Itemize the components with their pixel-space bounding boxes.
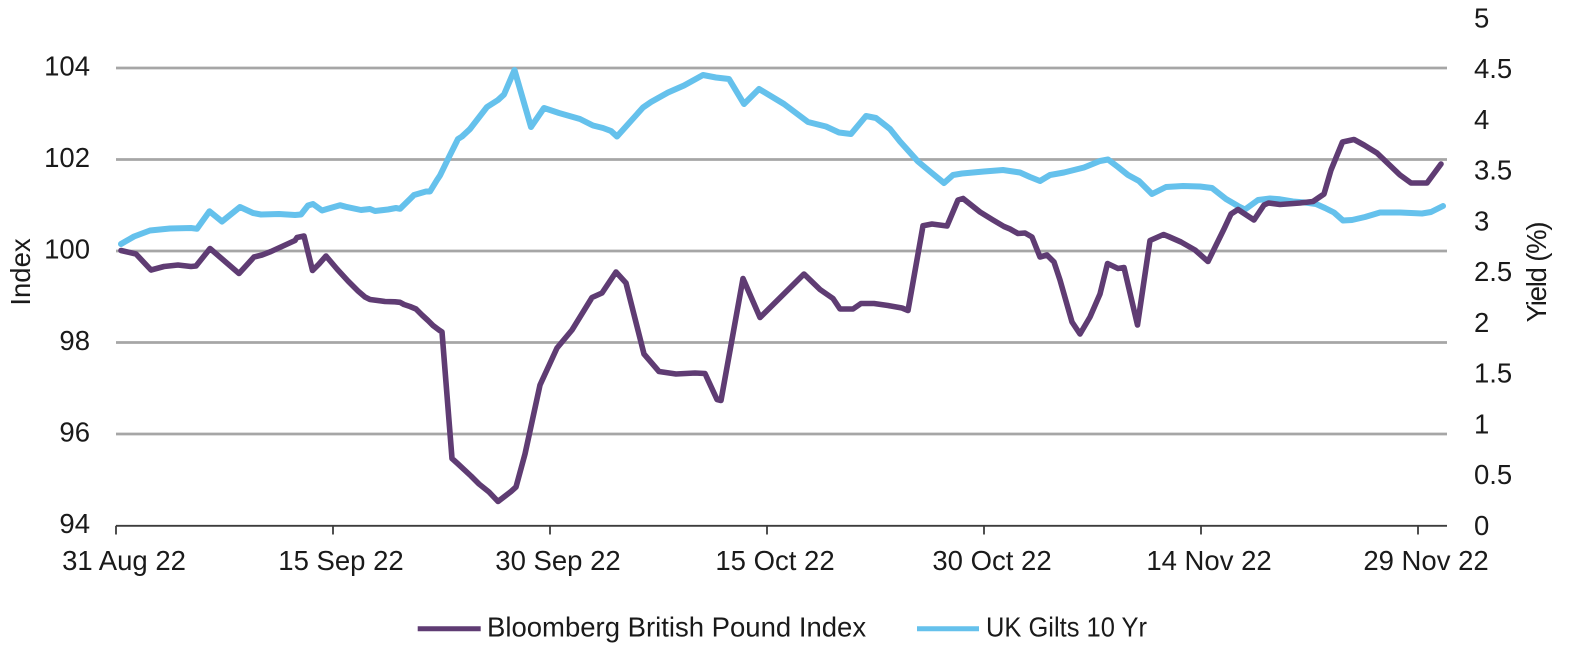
svg-text:4: 4 — [1474, 104, 1489, 135]
svg-text:94: 94 — [59, 508, 90, 539]
svg-text:102: 102 — [44, 142, 90, 173]
svg-text:Bloomberg British Pound Index: Bloomberg British Pound Index — [487, 612, 866, 643]
svg-text:3.5: 3.5 — [1474, 155, 1512, 186]
svg-text:30 Sep 22: 30 Sep 22 — [495, 545, 620, 576]
svg-text:98: 98 — [59, 325, 90, 356]
svg-text:Yield (%): Yield (%) — [1521, 223, 1552, 323]
svg-text:31 Aug 22: 31 Aug 22 — [62, 545, 186, 576]
svg-text:14 Nov 22: 14 Nov 22 — [1146, 545, 1271, 576]
svg-text:0.5: 0.5 — [1474, 459, 1512, 490]
svg-text:1: 1 — [1474, 408, 1489, 439]
svg-text:4.5: 4.5 — [1474, 53, 1512, 84]
svg-text:104: 104 — [44, 51, 90, 82]
svg-text:96: 96 — [59, 417, 90, 448]
svg-text:UK Gilts 10 Yr: UK Gilts 10 Yr — [986, 612, 1147, 643]
svg-text:0: 0 — [1474, 510, 1489, 541]
svg-text:2.5: 2.5 — [1474, 256, 1512, 287]
svg-text:Index: Index — [5, 238, 36, 306]
svg-text:5: 5 — [1474, 2, 1489, 33]
svg-text:3: 3 — [1474, 205, 1489, 236]
svg-text:100: 100 — [44, 234, 90, 265]
svg-text:2: 2 — [1474, 307, 1489, 338]
svg-text:15 Oct 22: 15 Oct 22 — [715, 545, 834, 576]
svg-text:1.5: 1.5 — [1474, 358, 1512, 389]
svg-text:29 Nov 22: 29 Nov 22 — [1363, 545, 1488, 576]
svg-text:30 Oct 22: 30 Oct 22 — [932, 545, 1051, 576]
svg-text:15 Sep 22: 15 Sep 22 — [278, 545, 403, 576]
